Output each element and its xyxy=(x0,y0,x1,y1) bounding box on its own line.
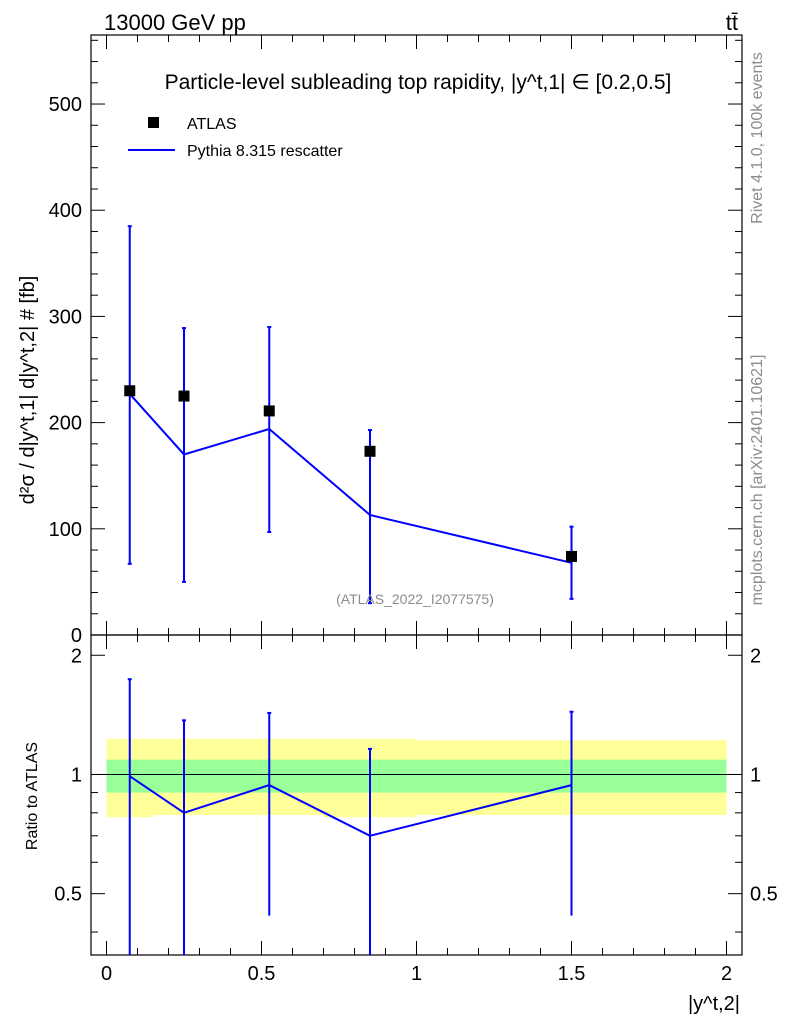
ratio-tick-label-right-1: 1 xyxy=(750,764,761,786)
y-tick-label-3: 300 xyxy=(49,306,82,328)
axis-ticks xyxy=(91,35,742,955)
ratio-tick-label-right-2: 2 xyxy=(750,645,761,667)
x-axis-label: |y^t,2| xyxy=(688,993,740,1015)
y-axis-label: d²σ / d|y^t,1| d|y^t,2| # [fb] xyxy=(17,276,39,505)
atlas-data-point-4 xyxy=(566,550,577,562)
atlas-data-point-3 xyxy=(364,445,376,457)
x-tick-label-3: 1.5 xyxy=(558,963,586,985)
legend-marker-atlas xyxy=(148,117,159,128)
ratio-tick-label-right-0: 0.5 xyxy=(750,884,778,906)
analysis-watermark: (ATLAS_2022_I2077575) xyxy=(336,591,494,607)
y-tick-label-2: 200 xyxy=(49,413,82,435)
ratio-tick-label-left-1: 1 xyxy=(71,764,82,786)
x-tick-label-1: 0.5 xyxy=(248,963,276,985)
header-right: tt̄ xyxy=(726,10,738,35)
atlas-data-point-2 xyxy=(263,405,275,417)
y-tick-label-1: 100 xyxy=(49,519,82,541)
legend-label-atlas: ATLAS xyxy=(187,116,237,133)
y-tick-label-0: 0 xyxy=(71,625,82,647)
mc-series-line xyxy=(129,393,572,564)
ratio-tick-label-left-0: 0.5 xyxy=(54,884,82,906)
ratio-series-line xyxy=(129,775,572,837)
x-tick-label-4: 2 xyxy=(721,963,732,985)
ratio-y-axis-label: Ratio to ATLAS xyxy=(24,742,41,850)
x-tick-label-0: 0 xyxy=(101,963,112,985)
ratio-bands xyxy=(106,738,727,818)
y-tick-label-4: 400 xyxy=(49,200,82,222)
chart-title: Particle-level subleading top rapidity, … xyxy=(165,71,672,94)
y-tick-label-5: 500 xyxy=(49,94,82,116)
rivet-version-label: Rivet 4.1.0, 100k events xyxy=(749,52,766,224)
atlas-data-point-1 xyxy=(178,390,190,402)
header-left: 13000 GeV pp xyxy=(104,10,246,35)
mcplots-reference-label: mcplots.cern.ch [arXiv:2401.10621] xyxy=(749,355,766,606)
atlas-data-point-0 xyxy=(124,385,136,397)
legend-label-pythia: Pythia 8.315 rescatter xyxy=(187,143,343,160)
chart-marks xyxy=(124,225,577,955)
ratio-tick-label-left-2: 2 xyxy=(71,645,82,667)
x-tick-label-2: 1 xyxy=(411,963,422,985)
